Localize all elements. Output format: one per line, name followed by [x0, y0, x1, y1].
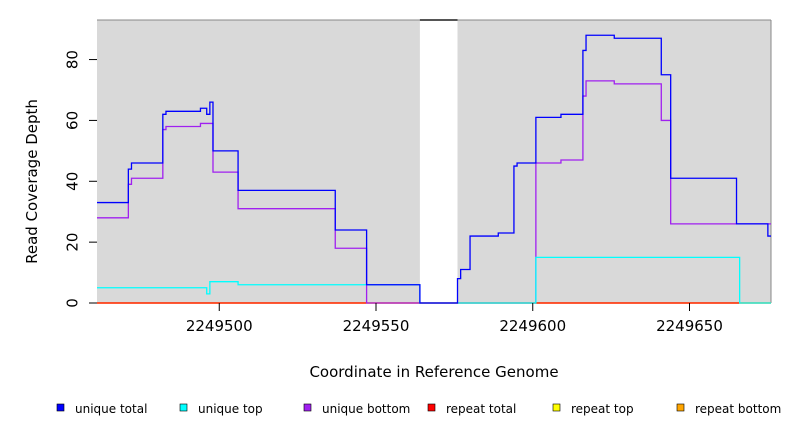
legend-label-unique-top: unique top [198, 402, 263, 416]
x-tick-label: 2249600 [499, 317, 566, 335]
legend-swatch-repeat-total [427, 403, 436, 412]
legend-label-repeat-bottom: repeat bottom [695, 402, 781, 416]
y-tick-label: 20 [64, 233, 82, 252]
y-tick-label: 0 [64, 298, 82, 308]
legend: unique total unique top unique bottom repea… [56, 402, 781, 416]
series-unique-total [97, 34, 771, 304]
plot-panel-right [457, 20, 771, 303]
legend-swatch-unique-top [179, 403, 188, 412]
y-tick-label: 40 [64, 172, 82, 191]
x-tick-label: 2249500 [186, 317, 253, 335]
series-unique-top [97, 256, 771, 304]
legend-label-repeat-total: repeat total [446, 402, 516, 416]
legend-label-unique-bottom: unique bottom [322, 402, 410, 416]
y-tick-label: 60 [64, 111, 82, 130]
legend-swatch-unique-bottom [303, 403, 312, 412]
axes: 2249500 2249550 2249600 2249650 0 20 40 60 80 [64, 50, 723, 335]
y-axis-title: Read Coverage Depth [23, 99, 41, 264]
legend-swatch-unique-total [56, 403, 65, 412]
legend-swatch-repeat-bottom [676, 403, 685, 412]
series-layer [97, 34, 771, 304]
y-tick-label: 80 [64, 50, 82, 69]
x-axis-title: Coordinate in Reference Genome [309, 363, 558, 381]
plot-area [97, 19, 772, 303]
legend-swatch-repeat-top [552, 403, 561, 412]
plot-panel-left [97, 20, 420, 303]
x-tick-label: 2249650 [656, 317, 723, 335]
legend-label-unique-total: unique total [75, 402, 147, 416]
legend-label-repeat-top: repeat top [571, 402, 634, 416]
x-tick-label: 2249550 [343, 317, 410, 335]
